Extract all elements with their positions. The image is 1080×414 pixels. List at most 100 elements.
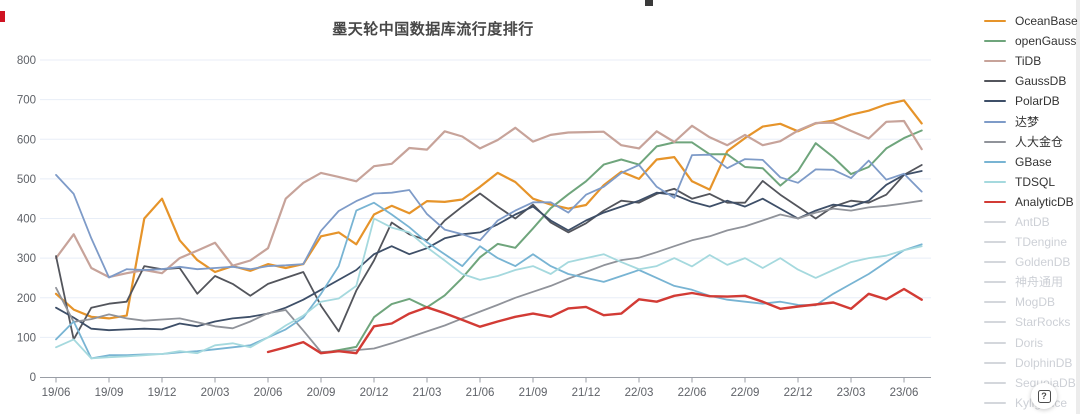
legend-line-swatch [984, 100, 1006, 103]
legend-label: 人大金仓 [1015, 134, 1064, 149]
legend-line-swatch [984, 301, 1006, 304]
series-line-AnalyticDB [266, 287, 923, 355]
legend-line-swatch [984, 40, 1006, 43]
x-axis-label-19-06: 19/06 [42, 387, 71, 399]
legend-label: openGauss [1015, 34, 1077, 49]
legend-item-antdb[interactable]: AntDB [984, 212, 1080, 232]
x-axis-label-20-09: 20/09 [307, 387, 336, 399]
legend-line-swatch [984, 20, 1006, 23]
legend-label: MogDB [1015, 295, 1056, 310]
x-axis-label-20-12: 20/12 [360, 387, 389, 399]
series-line-GBase [55, 201, 923, 360]
y-axis-label-400: 400 [17, 214, 36, 226]
legend: OceanBase openGauss TiDB GaussDB PolarDB 达梦人大… [984, 11, 1080, 413]
x-axis-label-21-06: 21/06 [466, 387, 495, 399]
legend-item-神舟通用[interactable]: 神舟通用 [984, 272, 1080, 292]
legend-label: TDSQL [1015, 174, 1056, 189]
y-axis-label-700: 700 [17, 95, 36, 107]
legend-line-swatch [984, 241, 1006, 244]
corner-red-mark [0, 11, 5, 22]
top-dark-mark [645, 0, 653, 6]
legend-line-swatch [984, 200, 1006, 203]
help-button[interactable]: ? [1031, 383, 1057, 409]
legend-line-swatch [984, 140, 1006, 143]
legend-item-tidb[interactable]: TiDB [984, 51, 1080, 71]
legend-label: 达梦 [1015, 114, 1040, 129]
y-axis-label-100: 100 [17, 332, 36, 344]
legend-line-swatch [984, 180, 1006, 183]
series-line-达梦 [55, 153, 923, 279]
x-axis-label-23-03: 23/03 [837, 387, 866, 399]
legend-line-swatch [984, 281, 1006, 284]
legend-item-人大金仓[interactable]: 人大金仓 [984, 132, 1080, 152]
legend-label: OceanBase [1015, 14, 1078, 29]
legend-line-swatch [984, 321, 1006, 324]
legend-label: GBase [1015, 154, 1052, 169]
legend-label: GoldenDB [1015, 255, 1071, 270]
page-title: 墨天轮中国数据库流行度排行 [332, 21, 534, 38]
legend-item-tdengine[interactable]: TDengine [984, 232, 1080, 252]
series-line-OceanBase [54, 99, 923, 320]
legend-label: StarRocks [1015, 315, 1071, 330]
x-axis-label-22-03: 22/03 [625, 387, 654, 399]
legend-line-swatch [984, 220, 1006, 223]
legend-item-goldendb[interactable]: GoldenDB [984, 252, 1080, 272]
y-axis-label-800: 800 [17, 55, 36, 67]
series-line-TiDB [54, 119, 923, 279]
legend-label: AntDB [1015, 214, 1050, 229]
x-axis-label-19-12: 19/12 [148, 387, 177, 399]
legend-line-swatch [984, 361, 1006, 364]
legend-item-polardb[interactable]: PolarDB [984, 91, 1080, 111]
legend-item-starrocks[interactable]: StarRocks [984, 312, 1080, 332]
legend-item-dolphindb[interactable]: DolphinDB [984, 353, 1080, 373]
legend-line-swatch [984, 341, 1006, 344]
x-axis-label-23-06: 23/06 [890, 387, 919, 399]
legend-line-swatch [984, 401, 1006, 404]
x-axis-label-19-09: 19/09 [95, 387, 124, 399]
legend-item-sequoiadb[interactable]: SequoiaDB [984, 373, 1080, 393]
legend-item-opengauss[interactable]: openGauss [984, 31, 1080, 51]
legend-label: PolarDB [1015, 94, 1060, 109]
x-axis-label-21-09: 21/09 [519, 387, 548, 399]
x-axis-label-21-12: 21/12 [572, 387, 601, 399]
legend-line-swatch [984, 261, 1006, 264]
y-axis-label-200: 200 [17, 293, 36, 305]
legend-label: TDengine [1015, 235, 1068, 250]
legend-item-达梦[interactable]: 达梦 [984, 111, 1080, 131]
legend-item-analyticdb[interactable]: AnalyticDB [984, 192, 1080, 212]
legend-label: GaussDB [1015, 74, 1067, 89]
legend-line-swatch [984, 60, 1006, 63]
series-line-PolarDB [55, 170, 923, 332]
legend-item-gaussdb[interactable]: GaussDB [984, 71, 1080, 91]
x-axis-label-20-06: 20/06 [254, 387, 283, 399]
legend-item-tdsql[interactable]: TDSQL [984, 172, 1080, 192]
x-axis-label-20-03: 20/03 [201, 387, 230, 399]
series-line-TDSQL [55, 217, 923, 360]
series-line-GaussDB [55, 164, 923, 341]
y-axis-label-0: 0 [30, 372, 36, 384]
legend-label: DolphinDB [1015, 355, 1073, 370]
legend-item-oceanbase[interactable]: OceanBase [984, 11, 1080, 31]
legend-item-mogdb[interactable]: MogDB [984, 292, 1080, 312]
legend-line-swatch [984, 160, 1006, 163]
legend-label: Doris [1015, 335, 1044, 350]
legend-label: 神舟通用 [1015, 275, 1064, 290]
question-icon: ? [1037, 389, 1051, 403]
legend-label: SequoiaDB [1015, 377, 1076, 389]
legend-line-swatch [984, 120, 1006, 123]
x-axis-label-21-03: 21/03 [413, 387, 442, 399]
series-line-openGauss [320, 129, 923, 355]
y-axis-label-600: 600 [17, 134, 36, 146]
x-axis-label-22-06: 22/06 [678, 387, 707, 399]
legend-item-gbase[interactable]: GBase [984, 152, 1080, 172]
legend-line-swatch [984, 381, 1006, 384]
legend-label: TiDB [1015, 54, 1042, 69]
x-axis-label-22-12: 22/12 [784, 387, 813, 399]
x-axis-label-22-09: 22/09 [731, 387, 760, 399]
legend-item-doris[interactable]: Doris [984, 333, 1080, 353]
series-line-人大金仓 [55, 199, 923, 353]
legend-label: AnalyticDB [1015, 194, 1074, 209]
y-axis-label-300: 300 [17, 253, 36, 265]
